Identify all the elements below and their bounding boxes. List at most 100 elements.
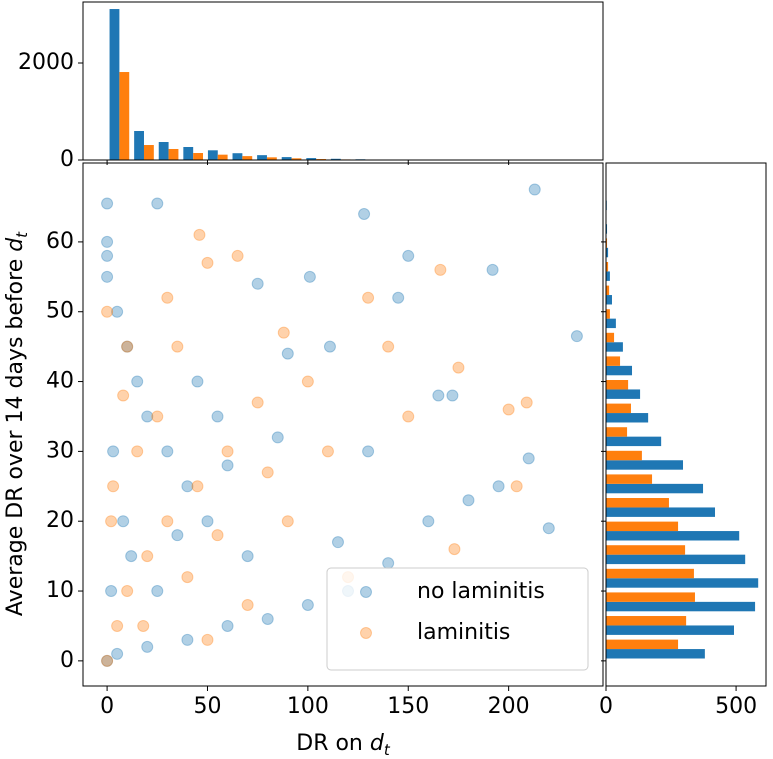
legend-marker — [360, 586, 372, 598]
bar — [606, 474, 653, 484]
point — [121, 340, 134, 353]
x-label-text: DR on — [296, 731, 370, 756]
point — [105, 515, 118, 528]
points — [101, 183, 583, 667]
point — [211, 529, 224, 542]
point — [251, 396, 264, 409]
point — [201, 633, 214, 646]
bar — [606, 521, 679, 532]
x-tick-label: 0 — [100, 694, 114, 719]
bar — [143, 145, 154, 160]
point — [211, 410, 224, 423]
point — [101, 197, 114, 210]
point — [171, 340, 184, 353]
bar — [606, 616, 687, 626]
point — [446, 389, 459, 402]
point — [321, 445, 334, 458]
bar — [606, 318, 616, 329]
point — [137, 619, 150, 632]
point — [502, 403, 515, 416]
y-label-text: Average DR over 14 days before — [3, 252, 28, 616]
point — [261, 612, 274, 625]
y-tick-label: 0 — [60, 648, 74, 673]
y-tick-label: 2000 — [18, 50, 74, 75]
point — [382, 340, 395, 353]
bar — [606, 309, 610, 319]
bar — [606, 507, 716, 517]
bar — [606, 365, 633, 376]
point — [452, 361, 465, 374]
point — [121, 340, 134, 353]
axes-frame — [82, 1, 604, 161]
bar — [606, 531, 740, 541]
legend-label: laminitis — [417, 620, 510, 645]
point — [277, 326, 290, 339]
bar — [606, 342, 623, 352]
point — [392, 291, 405, 304]
point — [101, 249, 114, 262]
bar — [606, 639, 679, 650]
bar — [606, 601, 756, 612]
bar — [606, 625, 734, 635]
point — [191, 375, 204, 388]
point — [402, 410, 415, 423]
y-tick-label: 20 — [46, 508, 74, 533]
x-tick-label: 100 — [287, 694, 329, 719]
point — [101, 235, 114, 248]
bar — [306, 158, 317, 160]
x-tick-label: 0 — [599, 694, 613, 719]
point — [141, 550, 154, 563]
point — [151, 585, 164, 598]
bar — [606, 578, 759, 588]
bar — [606, 592, 695, 602]
point — [434, 263, 447, 276]
bar — [606, 380, 629, 390]
x-tick-label: 200 — [488, 694, 530, 719]
point — [271, 431, 284, 444]
x-label-sub: t — [384, 741, 391, 759]
point — [101, 305, 114, 318]
point — [193, 228, 206, 241]
bar — [330, 158, 341, 160]
point — [151, 410, 164, 423]
point — [101, 270, 114, 283]
y-tick-label: 0 — [60, 147, 74, 172]
point — [528, 183, 541, 196]
point — [462, 494, 475, 507]
point — [105, 585, 118, 598]
point — [281, 515, 294, 528]
point — [520, 396, 533, 409]
bar — [291, 158, 302, 160]
y-tick-label: 60 — [46, 229, 74, 254]
point — [131, 445, 144, 458]
bar — [606, 498, 669, 508]
y-axis-label: Average DR over 14 days before dt — [3, 231, 31, 616]
point — [432, 389, 445, 402]
point — [422, 515, 435, 528]
bar — [257, 155, 267, 160]
point — [141, 640, 154, 653]
point — [301, 375, 314, 388]
bar — [606, 356, 621, 366]
point — [281, 347, 294, 360]
axes-frame — [82, 162, 604, 687]
bar — [606, 413, 649, 423]
bar — [232, 153, 243, 160]
point — [261, 466, 274, 479]
point — [331, 536, 344, 549]
point — [201, 515, 214, 528]
bar — [168, 148, 179, 160]
point — [221, 619, 234, 632]
bar — [183, 147, 194, 160]
point — [191, 480, 204, 493]
point — [448, 543, 461, 556]
bar — [242, 156, 253, 160]
point — [358, 207, 371, 220]
point — [323, 340, 336, 353]
y-label-var: d — [3, 237, 28, 252]
point — [402, 249, 415, 262]
bar — [606, 332, 615, 343]
bar — [606, 450, 642, 461]
bar — [606, 460, 684, 470]
